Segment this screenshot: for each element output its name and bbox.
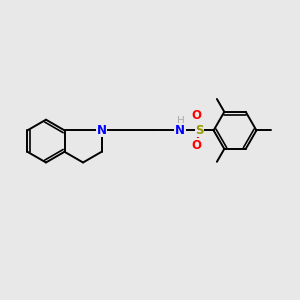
Text: O: O	[191, 109, 201, 122]
Text: N: N	[97, 124, 106, 137]
Text: H: H	[177, 116, 184, 127]
Text: O: O	[191, 139, 201, 152]
Text: N: N	[175, 124, 185, 137]
Text: S: S	[195, 124, 204, 137]
